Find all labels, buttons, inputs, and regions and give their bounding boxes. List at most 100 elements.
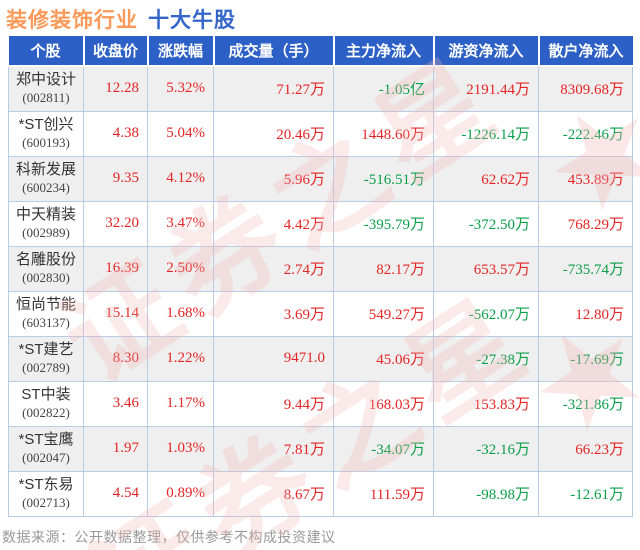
table-row: ST中装 (002822) 3.46 1.17% 9.44万 168.03万 1… [8,380,633,427]
stock-code: (002989) [22,224,70,240]
retail-inflow-cell: -12.61万 [538,470,633,517]
stock-name: *ST宝鹰 [18,430,74,448]
volume-cell: 8.67万 [213,470,334,517]
col-header-volume: 成交量（手） [213,36,335,67]
col-header-hot: 游资净流入 [433,36,540,67]
hot-money-inflow-cell: 62.62万 [433,155,539,202]
table-row: *ST宝鹰 (002047) 1.97 1.03% 7.81万 -34.07万 … [8,425,633,472]
stock-name: *ST建艺 [18,340,74,358]
main-inflow-cell: -34.07万 [333,425,434,472]
stock-name: 恒尚节能 [15,295,76,313]
col-header-stock: 个股 [8,36,85,67]
table-row: 名雕股份 (002830) 16.39 2.50% 2.74万 82.17万 6… [8,245,633,292]
stock-name-cell: *ST创兴 (600193) [8,110,84,157]
retail-inflow-cell: -321.86万 [538,380,633,427]
stock-name: 科新发展 [15,160,76,178]
main-inflow-cell: -395.79万 [333,200,434,247]
stock-code: (002811) [22,89,70,105]
table-row: 中天精装 (002989) 32.20 3.47% 4.42万 -395.79万… [8,200,633,247]
main-inflow-cell: 45.06万 [333,335,434,382]
close-price-cell: 4.38 [83,110,148,157]
hot-money-inflow-cell: 653.57万 [433,245,539,292]
pct-change-cell: 1.03% [147,425,214,472]
stock-name: 中天精装 [15,205,76,223]
hot-money-inflow-cell: -562.07万 [433,290,539,337]
pct-change-cell: 5.04% [147,110,214,157]
top-stocks-table: 个股 收盘价 涨跌幅 成交量（手） 主力净流入 游资净流入 散户净流入 郑中设计… [8,36,633,517]
stock-code: (002830) [22,269,70,285]
volume-cell: 4.42万 [213,200,334,247]
volume-cell: 9471.0 [213,335,334,382]
close-price-cell: 32.20 [83,200,148,247]
stock-code: (002047) [22,449,70,465]
stock-name: 郑中设计 [15,70,76,88]
retail-inflow-cell: 8309.68万 [538,65,633,112]
stock-name: 名雕股份 [15,250,76,268]
title-industry: 装修装饰行业 [6,9,138,32]
table-row: 恒尚节能 (603137) 15.14 1.68% 3.69万 549.27万 … [8,290,633,337]
hot-money-inflow-cell: 2191.44万 [433,65,539,112]
pct-change-cell: 1.68% [147,290,214,337]
hot-money-inflow-cell: 153.83万 [433,380,539,427]
hot-money-inflow-cell: -32.16万 [433,425,539,472]
table-row: 郑中设计 (002811) 12.28 5.32% 71.27万 -1.05亿 … [8,65,633,112]
hot-money-inflow-cell: -372.50万 [433,200,539,247]
col-header-close: 收盘价 [83,36,149,67]
stock-name-cell: 恒尚节能 (603137) [8,290,84,337]
volume-cell: 20.46万 [213,110,334,157]
main-inflow-cell: -1.05亿 [333,65,434,112]
close-price-cell: 4.54 [83,470,148,517]
stock-code: (002713) [22,494,70,510]
data-source-note: 数据来源：公开数据整理，仅供参考不构成投资建议 [2,529,336,545]
stock-name-cell: 名雕股份 (002830) [8,245,84,292]
volume-cell: 9.44万 [213,380,334,427]
hot-money-inflow-cell: -98.98万 [433,470,539,517]
pct-change-cell: 4.12% [147,155,214,202]
main-inflow-cell: 82.17万 [333,245,434,292]
retail-inflow-cell: 453.89万 [538,155,633,202]
volume-cell: 3.69万 [213,290,334,337]
main-inflow-cell: 549.27万 [333,290,434,337]
close-price-cell: 9.35 [83,155,148,202]
main-inflow-cell: 111.59万 [333,470,434,517]
page-title: 装修装饰行业 十大牛股 [6,4,236,34]
main-inflow-cell: 1448.60万 [333,110,434,157]
retail-inflow-cell: -17.69万 [538,335,633,382]
volume-cell: 2.74万 [213,245,334,292]
table-row: *ST建艺 (002789) 8.30 1.22% 9471.0 45.06万 … [8,335,633,382]
hot-money-inflow-cell: -27.38万 [433,335,539,382]
table-row: *ST创兴 (600193) 4.38 5.04% 20.46万 1448.60… [8,110,633,157]
pct-change-cell: 1.22% [147,335,214,382]
col-header-main: 主力净流入 [333,36,435,67]
stock-name-cell: 中天精装 (002989) [8,200,84,247]
retail-inflow-cell: 12.80万 [538,290,633,337]
volume-cell: 71.27万 [213,65,334,112]
stock-code: (002789) [22,359,70,375]
stock-name: *ST创兴 [18,115,74,133]
volume-cell: 7.81万 [213,425,334,472]
retail-inflow-cell: -735.74万 [538,245,633,292]
close-price-cell: 8.30 [83,335,148,382]
stock-name-cell: ST中装 (002822) [8,380,84,427]
hot-money-inflow-cell: -1226.14万 [433,110,539,157]
pct-change-cell: 0.89% [147,470,214,517]
col-header-retail: 散户净流入 [538,36,633,67]
pct-change-cell: 1.17% [147,380,214,427]
stock-name-cell: 科新发展 (600234) [8,155,84,202]
close-price-cell: 1.97 [83,425,148,472]
title-suffix: 十大牛股 [148,9,236,32]
retail-inflow-cell: 66.23万 [538,425,633,472]
stock-name-cell: 郑中设计 (002811) [8,65,84,112]
pct-change-cell: 2.50% [147,245,214,292]
stock-code: (600234) [22,179,70,195]
pct-change-cell: 5.32% [147,65,214,112]
stock-name-cell: *ST建艺 (002789) [8,335,84,382]
close-price-cell: 15.14 [83,290,148,337]
main-inflow-cell: -516.51万 [333,155,434,202]
main-inflow-cell: 168.03万 [333,380,434,427]
stock-name-cell: *ST东易 (002713) [8,470,84,517]
close-price-cell: 16.39 [83,245,148,292]
table-header-row: 个股 收盘价 涨跌幅 成交量（手） 主力净流入 游资净流入 散户净流入 [8,36,633,67]
stock-code: (600193) [22,134,70,150]
col-header-pct: 涨跌幅 [147,36,215,67]
